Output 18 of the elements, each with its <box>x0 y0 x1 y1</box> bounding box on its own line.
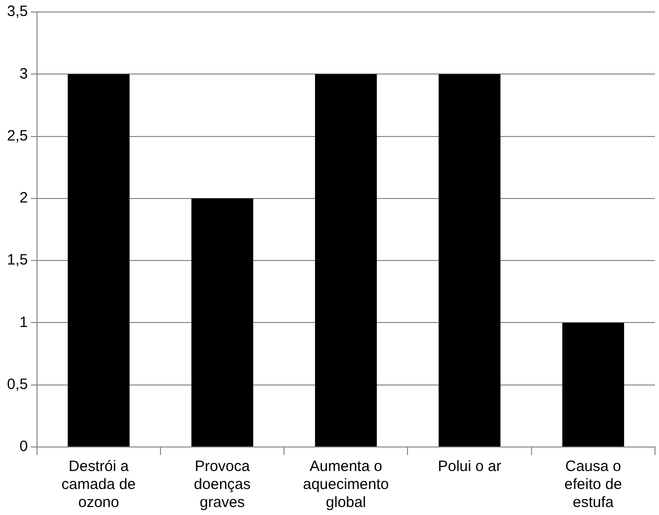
bar <box>438 74 500 446</box>
bar <box>315 74 377 446</box>
x-tick-label: Aumenta o aquecimento global <box>302 458 389 512</box>
y-tick-label: 1,5 <box>6 252 28 269</box>
x-tick-label: Causa o efeito de estufa <box>564 458 622 512</box>
y-tick-label: 0,5 <box>6 376 28 393</box>
x-tick-label: Provoca doenças graves <box>194 458 251 512</box>
x-tick-label: Destrói a camada de ozono <box>62 458 136 512</box>
bar <box>191 198 254 446</box>
bar <box>68 74 130 446</box>
y-tick-label: 3 <box>20 65 28 82</box>
y-tick-label: 2,5 <box>6 127 28 144</box>
y-tick-label: 2 <box>20 190 28 207</box>
y-tick-label: 3,5 <box>6 3 28 20</box>
x-tick-label: Polui o ar <box>438 458 502 476</box>
bar <box>562 322 624 446</box>
y-tick-label: 1 <box>20 314 28 331</box>
y-tick-label: 0 <box>20 438 28 456</box>
